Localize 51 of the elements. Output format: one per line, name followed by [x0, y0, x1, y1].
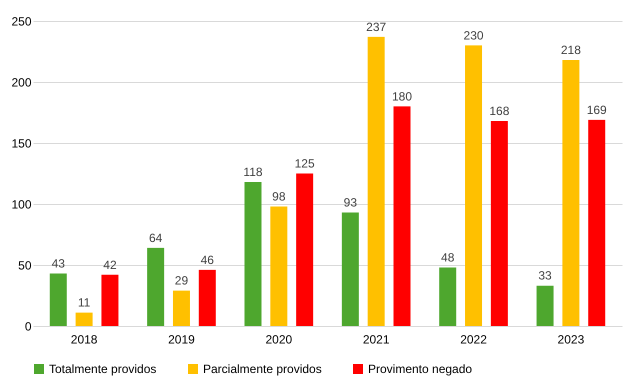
legend-label: Provimento negado: [368, 362, 472, 376]
bar: [147, 248, 164, 326]
data-label: 42: [103, 258, 117, 272]
bar: [244, 182, 262, 326]
bar: [439, 267, 456, 326]
y-tick-label: 50: [18, 258, 32, 272]
bar: [368, 36, 385, 326]
bar: [588, 120, 606, 326]
y-tick-label: 250: [11, 14, 32, 28]
data-label: 125: [294, 156, 315, 170]
x-tick-label: 2023: [558, 332, 585, 346]
bar: [101, 274, 118, 326]
data-label: 29: [174, 274, 188, 288]
data-label: 237: [366, 20, 387, 34]
legend-label: Totalmente providos: [49, 362, 156, 376]
bar: [394, 106, 411, 326]
data-label: 180: [392, 89, 412, 104]
data-label: 118: [243, 165, 263, 180]
data-label: 218: [560, 43, 582, 58]
x-tick-label: 2020: [265, 332, 292, 346]
bar: [536, 286, 554, 326]
data-label: 98: [272, 189, 286, 204]
data-label: 168: [489, 104, 510, 118]
bar: [490, 121, 508, 326]
bar: [465, 45, 482, 326]
y-tick-label: 150: [11, 136, 32, 150]
x-tick-label: 2019: [168, 332, 196, 346]
bar: [50, 274, 67, 326]
bar: [270, 206, 288, 326]
x-tick-label: 2021: [362, 332, 390, 346]
data-label: 169: [586, 102, 608, 117]
x-tick-label: 2018: [70, 332, 98, 346]
bar: [76, 312, 93, 326]
bar: [562, 60, 580, 326]
data-label: 230: [464, 28, 484, 42]
legend-label: Parcialmente providos: [203, 362, 322, 376]
data-label: 64: [148, 230, 163, 245]
data-label: 43: [52, 256, 66, 271]
data-label: 93: [344, 196, 358, 210]
y-tick-label: 200: [11, 76, 32, 90]
data-label: 33: [538, 268, 552, 283]
bar: [296, 174, 314, 326]
bar: [342, 212, 359, 326]
bar: [172, 290, 190, 326]
y-tick-label: 100: [11, 198, 32, 212]
y-tick-label: 0: [24, 320, 32, 334]
x-tick-label: 2022: [460, 332, 488, 346]
data-label: 11: [78, 296, 91, 310]
data-label: 48: [441, 250, 455, 264]
bar: [198, 270, 216, 326]
data-label: 46: [200, 252, 214, 267]
